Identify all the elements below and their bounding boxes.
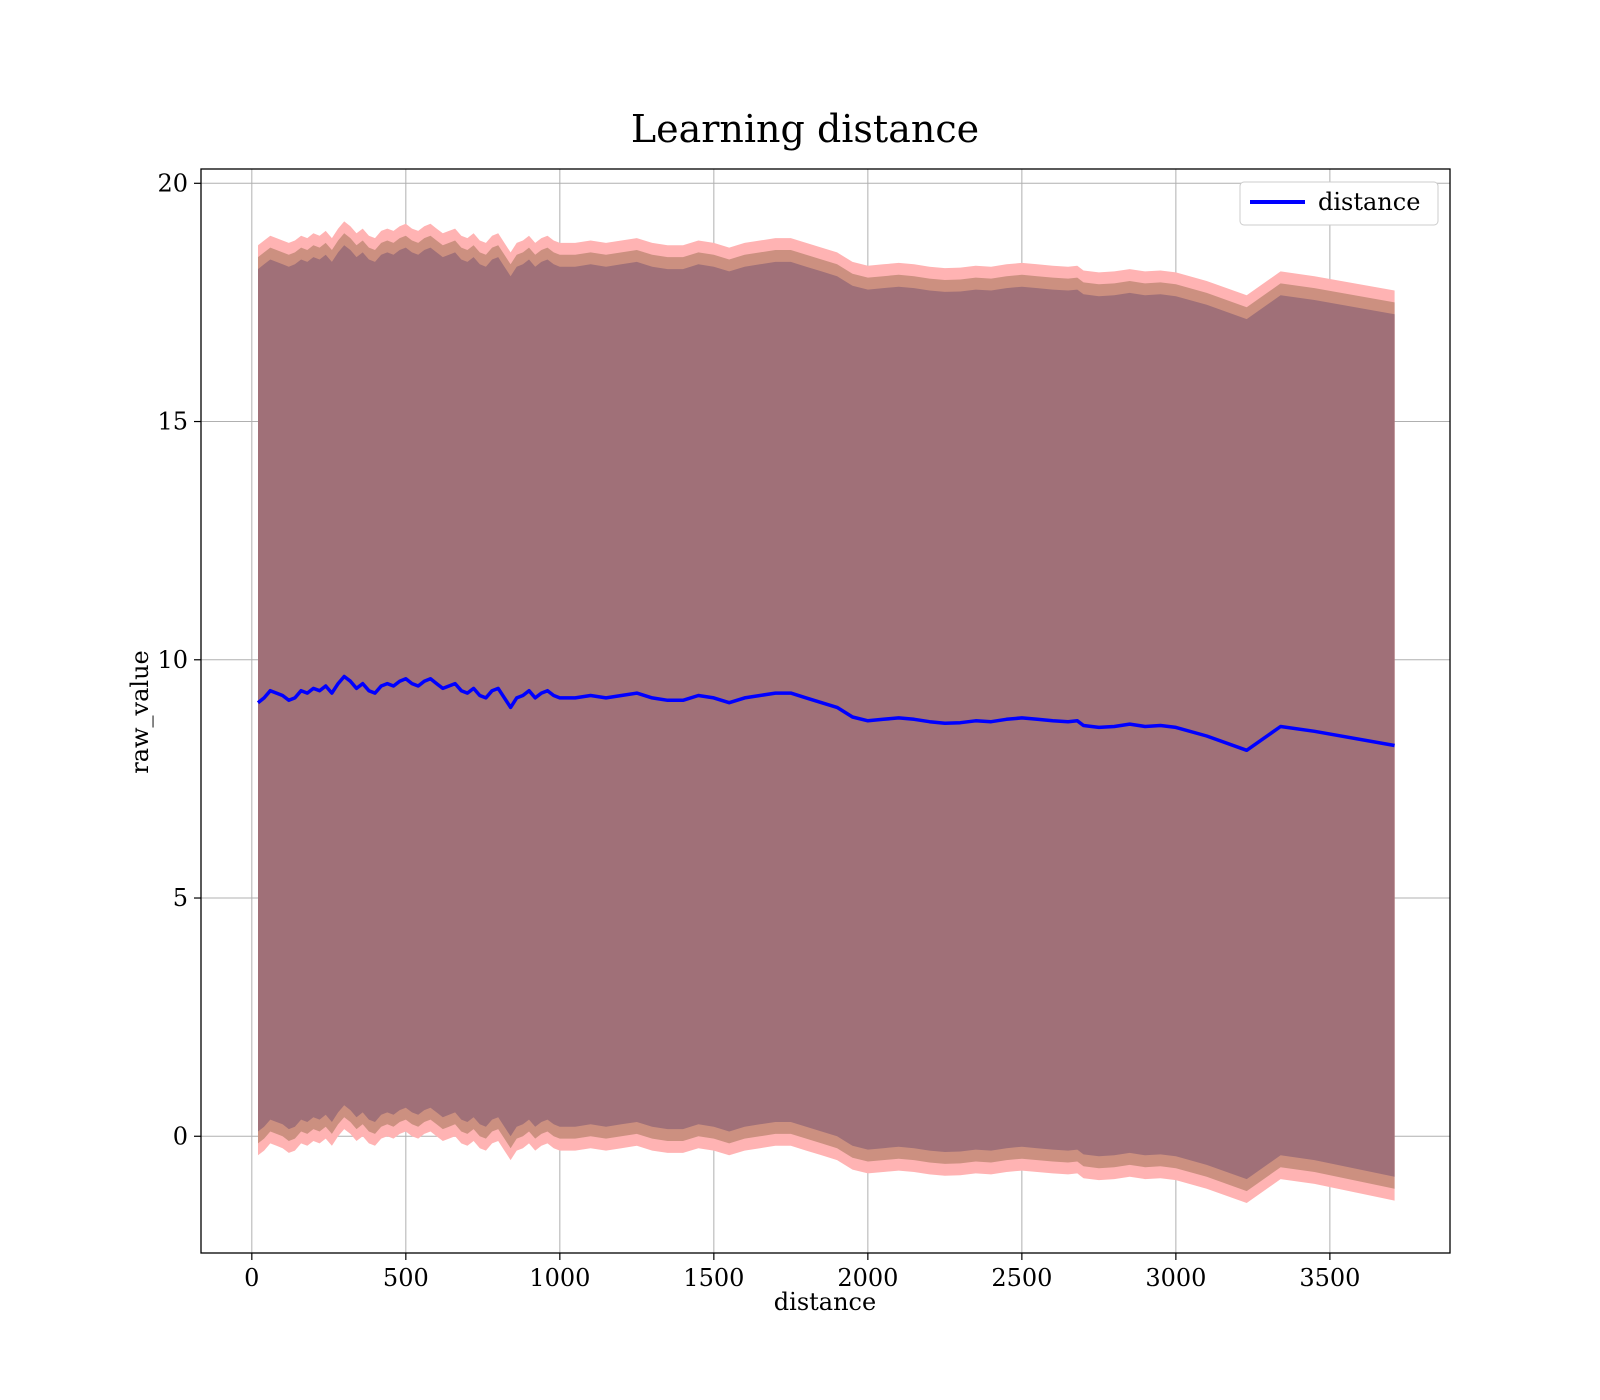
x-tick-label: 500 (383, 1264, 429, 1292)
chart-title: Learning distance (631, 107, 979, 151)
x-tick-label: 2500 (991, 1264, 1052, 1292)
legend-box (1239, 181, 1439, 226)
bands (258, 221, 1395, 1203)
x-tick-label: 1500 (683, 1264, 744, 1292)
y-axis-ticks: 0 5 10 15 20 (157, 169, 201, 1150)
y-tick-label: 20 (157, 169, 188, 197)
x-axis-ticks: 0 500 1000 1500 2000 2500 3000 3500 (244, 1253, 1360, 1292)
x-tick-label: 3500 (1299, 1264, 1360, 1292)
x-axis-label: distance (774, 1288, 876, 1316)
y-tick-label: 15 (157, 408, 188, 436)
legend: distance (1239, 181, 1439, 226)
x-tick-label: 0 (244, 1264, 259, 1292)
line-layer (256, 674, 1395, 753)
y-tick-label: 10 (157, 646, 188, 674)
plot-frame (200, 168, 1451, 1254)
y-tick-label: 5 (173, 884, 188, 912)
x-tick-label: 3000 (1145, 1264, 1206, 1292)
band-inner (258, 245, 1395, 1180)
x-tick-label: 1000 (529, 1264, 590, 1292)
series-line-distance (256, 674, 1395, 753)
x-tick-label: 2000 (837, 1264, 898, 1292)
legend-label: distance (1318, 188, 1420, 216)
y-axis-label: raw_value (126, 650, 154, 774)
y-tick-label: 0 (173, 1122, 188, 1150)
